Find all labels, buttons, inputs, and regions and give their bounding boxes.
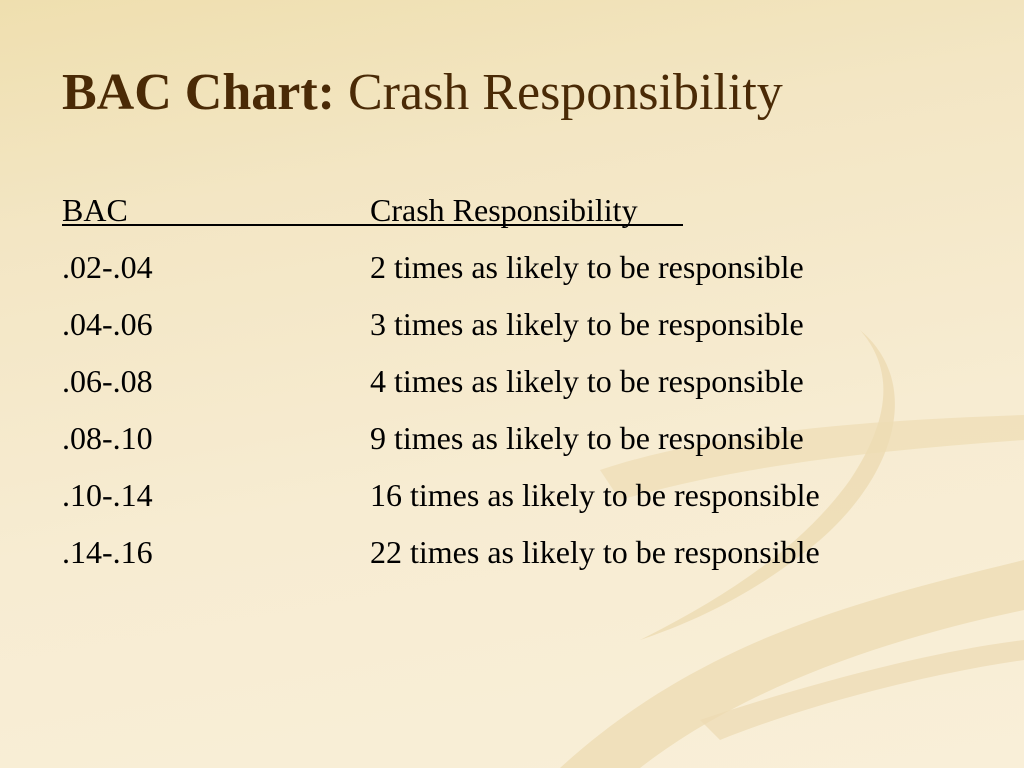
row-responsibility: 4 times as likely to be responsible — [370, 363, 804, 399]
row-responsibility: 22 times as likely to be responsible — [370, 534, 820, 570]
row-responsibility: 3 times as likely to be responsible — [370, 306, 804, 342]
row-responsibility: 9 times as likely to be responsible — [370, 420, 804, 456]
row-bac-range: .10-.14 — [62, 477, 153, 513]
table-row: .06-.08 4 times as likely to be responsi… — [62, 359, 962, 416]
table-row: .08-.10 9 times as likely to be responsi… — [62, 416, 962, 473]
row-bac-range: .08-.10 — [62, 420, 153, 456]
bac-table: BAC Crash Responsibility .02-.04 2 times… — [62, 188, 962, 587]
table-row: .04-.06 3 times as likely to be responsi… — [62, 302, 962, 359]
header-underline — [62, 224, 683, 226]
row-responsibility: 16 times as likely to be responsible — [370, 477, 820, 513]
row-bac-range: .14-.16 — [62, 534, 153, 570]
table-row: .14-.16 22 times as likely to be respons… — [62, 530, 962, 587]
row-bac-range: .02-.04 — [62, 249, 153, 285]
table-header-row: BAC Crash Responsibility — [62, 188, 962, 245]
slide-title: BAC Chart: Crash Responsibility — [62, 62, 783, 124]
slide-title-rest: Crash Responsibility — [334, 64, 783, 121]
row-bac-range: .04-.06 — [62, 306, 153, 342]
header-bac: BAC — [62, 192, 128, 228]
table-row: .02-.04 2 times as likely to be responsi… — [62, 245, 962, 302]
row-bac-range: .06-.08 — [62, 363, 153, 399]
table-row: .10-.14 16 times as likely to be respons… — [62, 473, 962, 530]
header-crash-responsibility: Crash Responsibility — [370, 192, 638, 228]
row-responsibility: 2 times as likely to be responsible — [370, 249, 804, 285]
slide-title-bold: BAC Chart: — [62, 64, 335, 121]
